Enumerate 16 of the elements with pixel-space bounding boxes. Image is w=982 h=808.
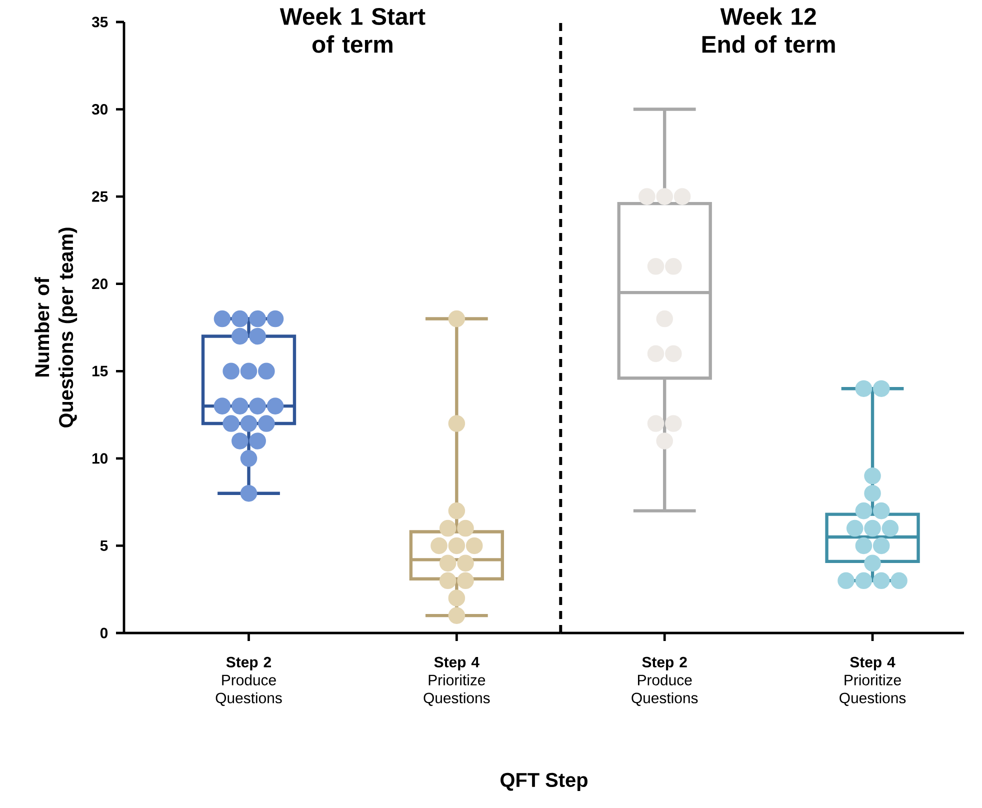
y-tick-label: 25: [92, 191, 108, 202]
y-tick-label: 0: [100, 628, 108, 638]
y-tick-label: 20: [92, 278, 108, 290]
y-axis-title: Number of Questions (per team): [34, 228, 78, 428]
x-tick-label: Step 4 Prioritize Questions: [424, 656, 490, 706]
x-tick-label: Step 2 Produce Questions: [216, 656, 282, 706]
y-tick-label: 35: [92, 16, 108, 28]
x-tick-label: Step 4 Prioritize Questions: [840, 656, 906, 706]
y-tick-label: 30: [92, 104, 108, 115]
chart-title: Week 1 Start of term: [280, 7, 426, 53]
chart-title: Week 12 End of term: [702, 7, 835, 53]
y-tick-label: 5: [100, 540, 108, 551]
y-tick-label: 10: [92, 453, 108, 464]
y-tick-label: 15: [92, 366, 108, 376]
x-tick-label: Step 2 Produce Questions: [632, 656, 698, 706]
x-axis-title: QFT Step: [500, 772, 588, 791]
